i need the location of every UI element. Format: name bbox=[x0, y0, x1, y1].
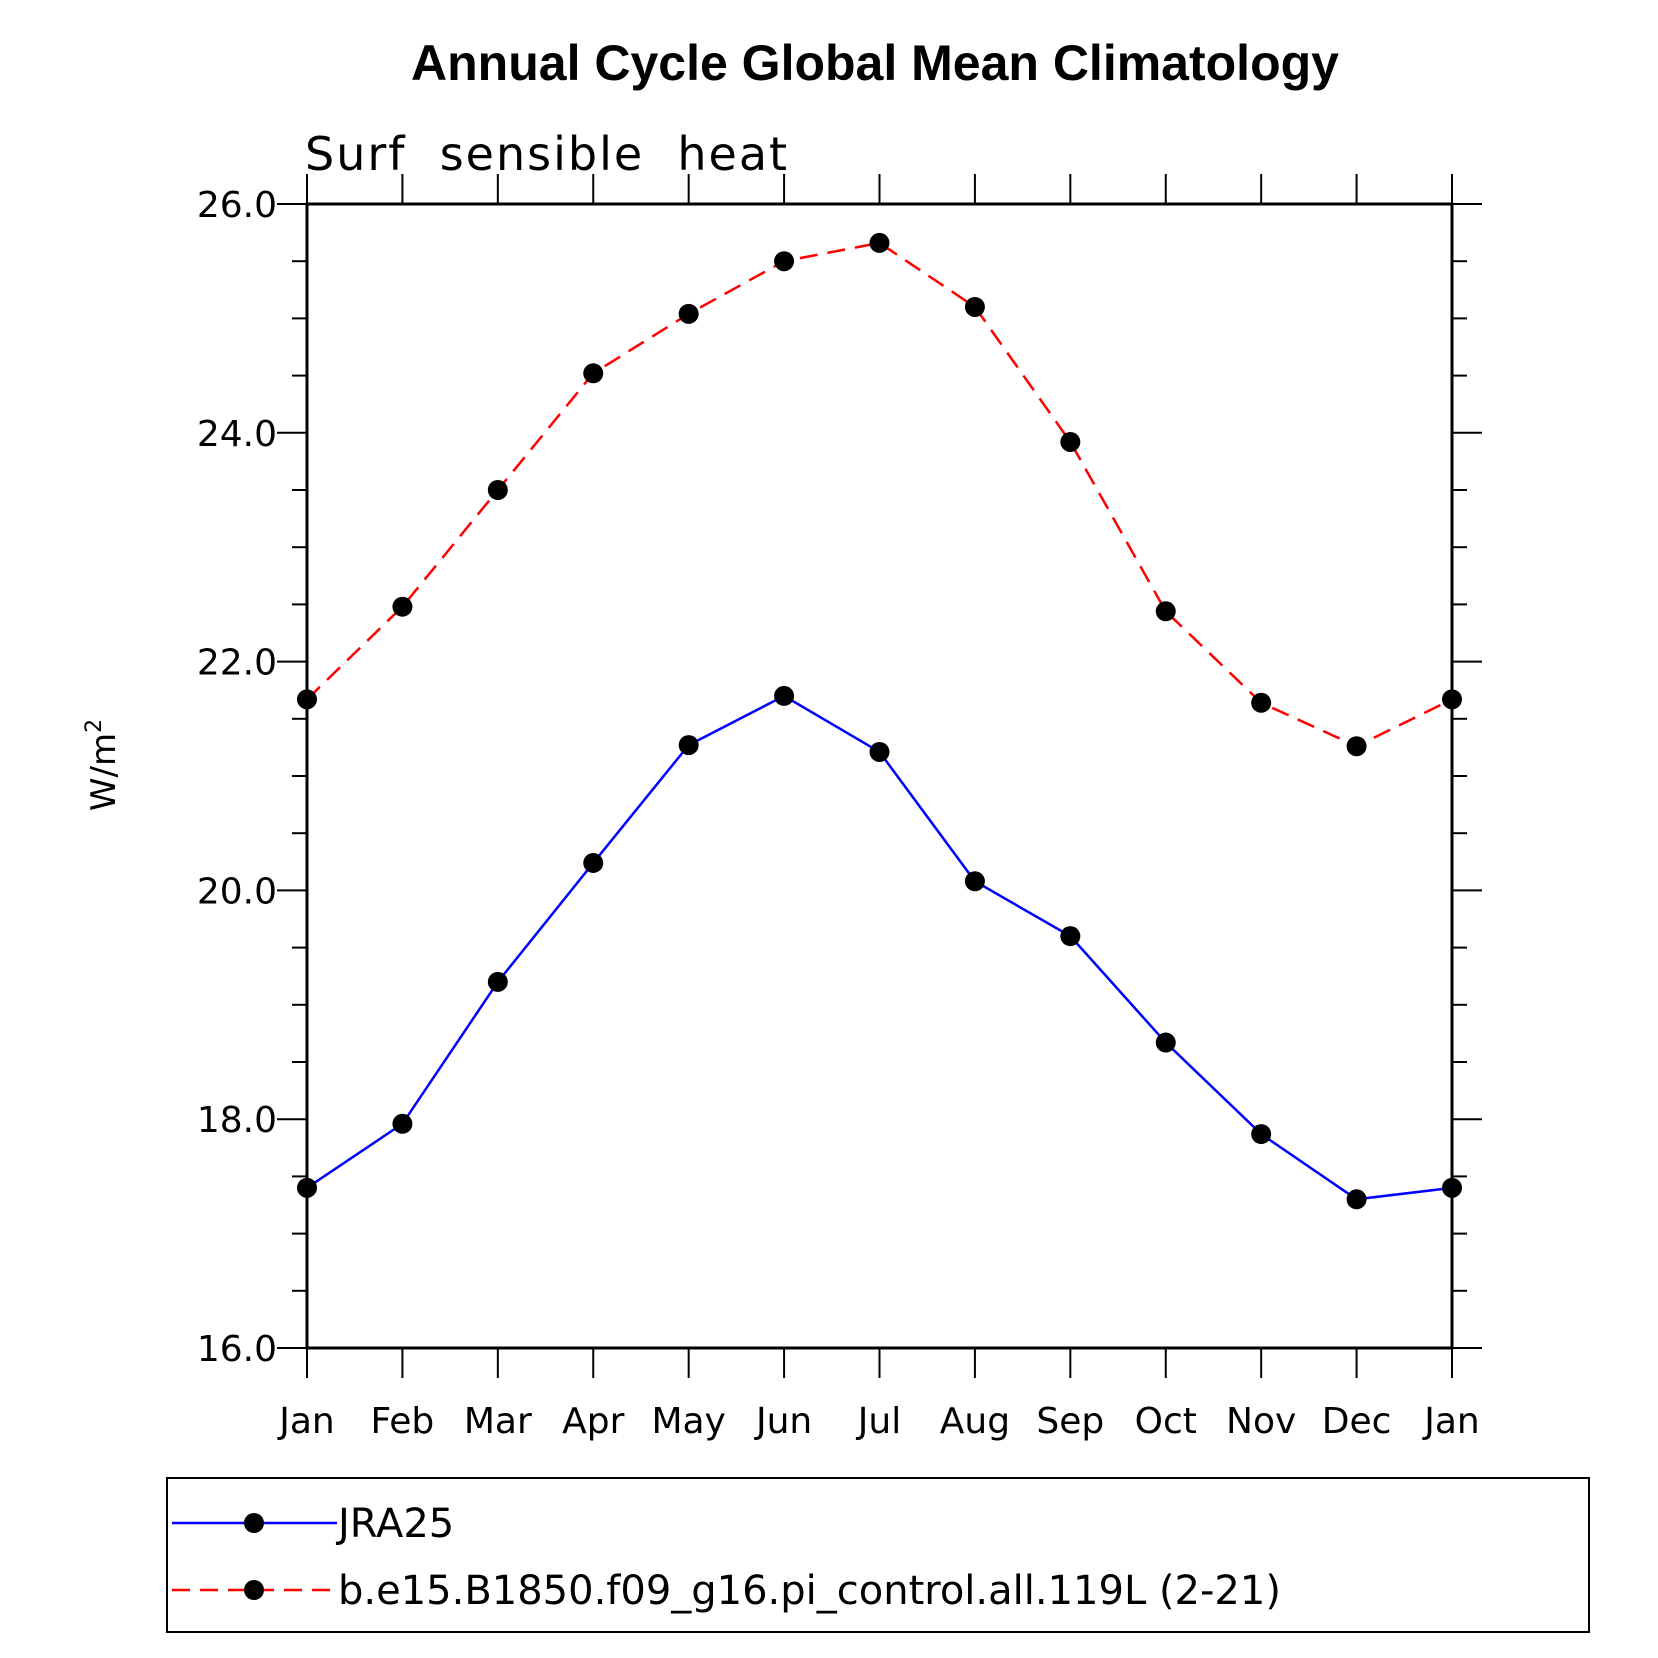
series-0-point bbox=[774, 685, 795, 706]
legend-box bbox=[166, 1477, 1590, 1633]
x-tick-label: Nov bbox=[1226, 1401, 1296, 1442]
series-0-point bbox=[392, 1113, 413, 1134]
chart-title: Annual Cycle Global Mean Climatology bbox=[411, 35, 1339, 91]
y-axis-label: W/m2 bbox=[82, 719, 124, 811]
x-tick-label: Jan bbox=[277, 1401, 335, 1442]
y-tick-label: 18.0 bbox=[197, 1100, 277, 1141]
y-tick-label: 22.0 bbox=[197, 643, 277, 684]
series-1-point bbox=[964, 296, 985, 317]
series-line-1 bbox=[306, 241, 1453, 748]
plot-frame bbox=[305, 202, 1454, 1350]
series-1-point bbox=[1442, 689, 1462, 710]
series-0-point bbox=[964, 871, 985, 892]
y-tick-label: 20.0 bbox=[197, 871, 277, 912]
series-0-point bbox=[1251, 1124, 1272, 1145]
chart-subtitle: Surf sensible heat bbox=[305, 127, 789, 181]
axis-ticks bbox=[277, 174, 1482, 1378]
series-1-point bbox=[869, 232, 890, 253]
x-tick-labels: Jan Feb Mar Apr May Jun Jul Aug Sep Oct Nov Dec Jan bbox=[277, 1401, 1480, 1442]
series-0-point bbox=[297, 1177, 317, 1198]
y-tick-label: 24.0 bbox=[197, 414, 277, 455]
y-axis-label-base: W/m bbox=[84, 733, 124, 811]
x-tick-label: May bbox=[651, 1401, 725, 1442]
series-0-point bbox=[869, 741, 890, 762]
y-tick-labels: 16.0 18.0 20.0 22.0 24.0 26.0 bbox=[197, 185, 277, 1370]
x-tick-label: Mar bbox=[464, 1401, 532, 1442]
series-0-point bbox=[1155, 1032, 1176, 1053]
series-0-point bbox=[678, 735, 699, 756]
legend-marker-1 bbox=[244, 1580, 264, 1600]
series-1-point bbox=[583, 363, 604, 384]
series-1-point bbox=[1251, 692, 1272, 713]
series-0-point bbox=[1442, 1177, 1462, 1198]
series-1-point bbox=[297, 689, 317, 710]
series-1-point bbox=[1155, 601, 1176, 622]
series-group bbox=[297, 232, 1462, 1210]
x-tick-label: Apr bbox=[562, 1401, 624, 1442]
y-tick-label: 16.0 bbox=[197, 1329, 277, 1370]
series-1-point bbox=[1060, 431, 1081, 452]
series-1-point bbox=[392, 596, 413, 617]
series-0-point bbox=[583, 852, 604, 873]
x-tick-label: Aug bbox=[940, 1401, 1010, 1442]
y-axis-label-superscript: 2 bbox=[82, 719, 107, 733]
legend-label-0: JRA25 bbox=[335, 1501, 454, 1547]
legend-marker-0 bbox=[244, 1513, 264, 1533]
legend-items: JRA25 b.e15.B1850.f09_g16.pi_control.all.… bbox=[172, 1501, 1281, 1614]
series-1-point bbox=[1346, 736, 1367, 757]
series-0-point bbox=[1346, 1189, 1367, 1210]
series-0-point bbox=[1060, 926, 1081, 947]
series-1-point bbox=[774, 251, 795, 272]
x-tick-label: Dec bbox=[1322, 1401, 1392, 1442]
x-tick-label: Jul bbox=[856, 1401, 901, 1442]
series-1-point bbox=[678, 303, 699, 324]
legend: JRA25 b.e15.B1850.f09_g16.pi_control.all.… bbox=[166, 1477, 1590, 1633]
series-line-0 bbox=[306, 694, 1453, 1201]
y-tick-label: 26.0 bbox=[197, 185, 277, 226]
series-0-point bbox=[487, 971, 508, 992]
x-tick-label: Jan bbox=[1422, 1401, 1480, 1442]
x-tick-label: Sep bbox=[1036, 1401, 1104, 1442]
x-tick-label: Oct bbox=[1135, 1401, 1197, 1442]
series-1-point bbox=[487, 480, 508, 500]
x-tick-label: Feb bbox=[371, 1401, 435, 1442]
x-tick-label: Jun bbox=[754, 1401, 812, 1442]
legend-label-1: b.e15.B1850.f09_g16.pi_control.all.119L … bbox=[338, 1568, 1281, 1614]
